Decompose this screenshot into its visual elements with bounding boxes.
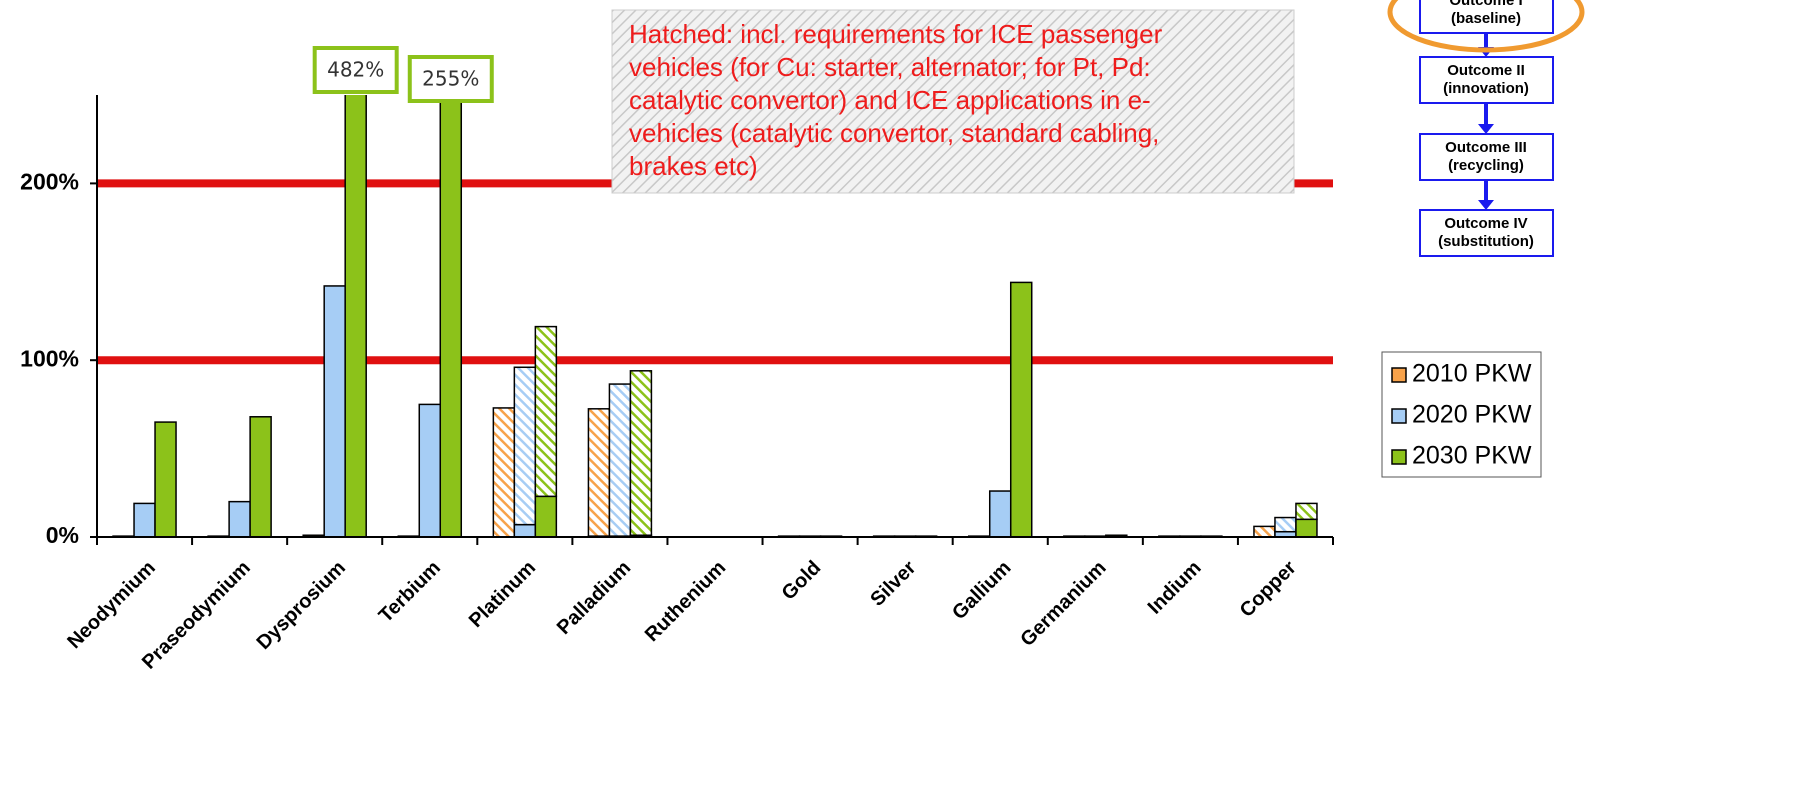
- flow-arrowhead: [1478, 200, 1494, 210]
- bar: [988, 490, 1012, 538]
- flow-arrowhead: [1478, 124, 1494, 134]
- x-tick-label: Terbium: [375, 557, 445, 627]
- outcome-title: Outcome I: [1449, 0, 1522, 9]
- x-tick-label: Indium: [1144, 557, 1206, 619]
- x-tick-label: Gold: [778, 557, 826, 605]
- bar: [249, 416, 272, 538]
- y-tick-label: 100%: [20, 345, 79, 371]
- bar: [228, 500, 251, 538]
- bar: [1009, 281, 1033, 538]
- bar-hatched: [587, 408, 611, 537]
- outcome-subtitle: (substitution): [1438, 233, 1534, 250]
- x-tick-label: Palladium: [553, 557, 635, 639]
- legend-swatch: [1391, 449, 1407, 465]
- x-tick-label: Silver: [866, 557, 920, 611]
- annotation-text: brakes etc): [629, 151, 758, 181]
- x-tick-label: Germanium: [1016, 557, 1110, 651]
- x-tick-label: Gallium: [948, 557, 1015, 624]
- legend-box: [1381, 351, 1542, 478]
- highlight-ellipse: [1387, 0, 1585, 53]
- bar-hatched: [492, 407, 516, 538]
- outcome-title: Outcome II: [1447, 62, 1525, 79]
- outcome-box: [1419, 209, 1554, 257]
- outcome-box: [1419, 0, 1554, 34]
- x-tick-label: Neodymium: [63, 557, 159, 653]
- bars: [112, 95, 1318, 538]
- bar-hatched: [608, 383, 632, 537]
- outcome-subtitle: (innovation): [1443, 80, 1529, 97]
- bar-hatched: [629, 370, 653, 536]
- legend-label: 2020 PKW: [1412, 401, 1532, 429]
- outcome-subtitle: (baseline): [1451, 10, 1521, 27]
- legend-label: 2010 PKW: [1412, 360, 1532, 388]
- bar: [534, 495, 558, 538]
- outcome-title: Outcome III: [1445, 139, 1527, 156]
- bar-hatched: [1274, 516, 1297, 533]
- legend-swatch: [1391, 367, 1407, 383]
- annotation-text: catalytic convertor) and ICE application…: [629, 85, 1151, 115]
- bar: [418, 403, 442, 538]
- bar: [1295, 518, 1318, 538]
- value-label-box: [312, 46, 399, 94]
- bar: [133, 502, 156, 538]
- y-tick-label: 200%: [20, 168, 79, 194]
- outcome-box: [1419, 133, 1554, 181]
- outcome-box: [1419, 56, 1554, 104]
- value-label-box: [407, 55, 494, 103]
- x-tick-label: Copper: [1236, 557, 1301, 622]
- bar: [154, 421, 177, 538]
- y-tick-label: 0%: [46, 522, 79, 548]
- bar: [439, 95, 463, 538]
- bar-hatched: [534, 325, 558, 498]
- outcome-flow: Outcome I(baseline) Outcome II(innovation…: [1387, 0, 1585, 257]
- bar-hatched: [1253, 525, 1276, 538]
- x-tick-label: Platinum: [465, 557, 540, 632]
- bar-hatched: [513, 366, 537, 526]
- annotation-text: vehicles (for Cu: starter, alternator; f…: [629, 52, 1151, 82]
- x-tick-label: Ruthenium: [641, 557, 730, 646]
- outcome-title: Outcome IV: [1444, 215, 1527, 232]
- legend-swatch: [1391, 408, 1407, 424]
- annotation-box: [611, 9, 1295, 194]
- value-label: 482%: [327, 58, 384, 82]
- bar-hatched: [1295, 502, 1318, 521]
- outcome-subtitle: (recycling): [1448, 157, 1524, 174]
- legend-label: 2030 PKW: [1412, 442, 1532, 470]
- bar: [513, 523, 537, 538]
- x-tick-label: Dysprosium: [253, 557, 350, 654]
- value-label: 255%: [422, 67, 479, 91]
- annotation-text: Hatched: incl. requirements for ICE pass…: [629, 19, 1163, 49]
- bar: [323, 285, 346, 538]
- annotation-text: vehicles (catalytic convertor, standard …: [629, 118, 1159, 148]
